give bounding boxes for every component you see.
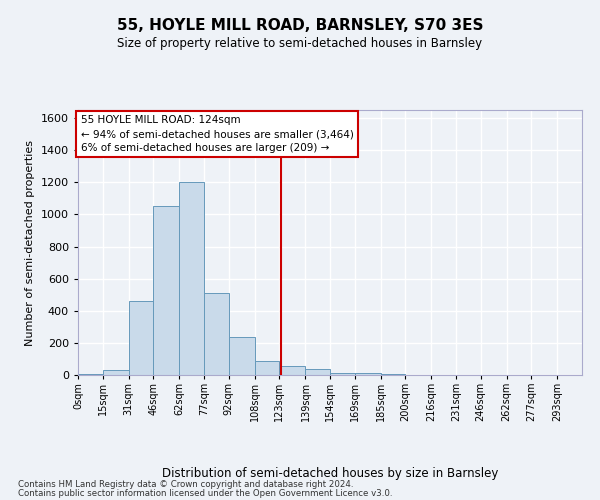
Text: 55, HOYLE MILL ROAD, BARNSLEY, S70 3ES: 55, HOYLE MILL ROAD, BARNSLEY, S70 3ES: [117, 18, 483, 32]
Bar: [279, 366, 305, 375]
Bar: [330, 372, 355, 375]
Bar: [381, 374, 405, 375]
Bar: [229, 338, 255, 375]
Bar: [255, 362, 279, 375]
Text: Contains HM Land Registry data © Crown copyright and database right 2024.: Contains HM Land Registry data © Crown c…: [18, 480, 353, 489]
Bar: [305, 370, 330, 375]
Text: Distribution of semi-detached houses by size in Barnsley: Distribution of semi-detached houses by …: [162, 467, 498, 480]
Text: 55 HOYLE MILL ROAD: 124sqm
← 94% of semi-detached houses are smaller (3,464)
6% : 55 HOYLE MILL ROAD: 124sqm ← 94% of semi…: [80, 116, 353, 154]
Bar: [355, 374, 381, 375]
Bar: [129, 301, 153, 375]
Bar: [153, 206, 179, 375]
Bar: [204, 293, 229, 375]
Y-axis label: Number of semi-detached properties: Number of semi-detached properties: [25, 140, 35, 346]
Text: Size of property relative to semi-detached houses in Barnsley: Size of property relative to semi-detach…: [118, 38, 482, 51]
Bar: [78, 374, 103, 375]
Bar: [103, 370, 129, 375]
Text: Contains public sector information licensed under the Open Government Licence v3: Contains public sector information licen…: [18, 488, 392, 498]
Bar: [179, 182, 204, 375]
